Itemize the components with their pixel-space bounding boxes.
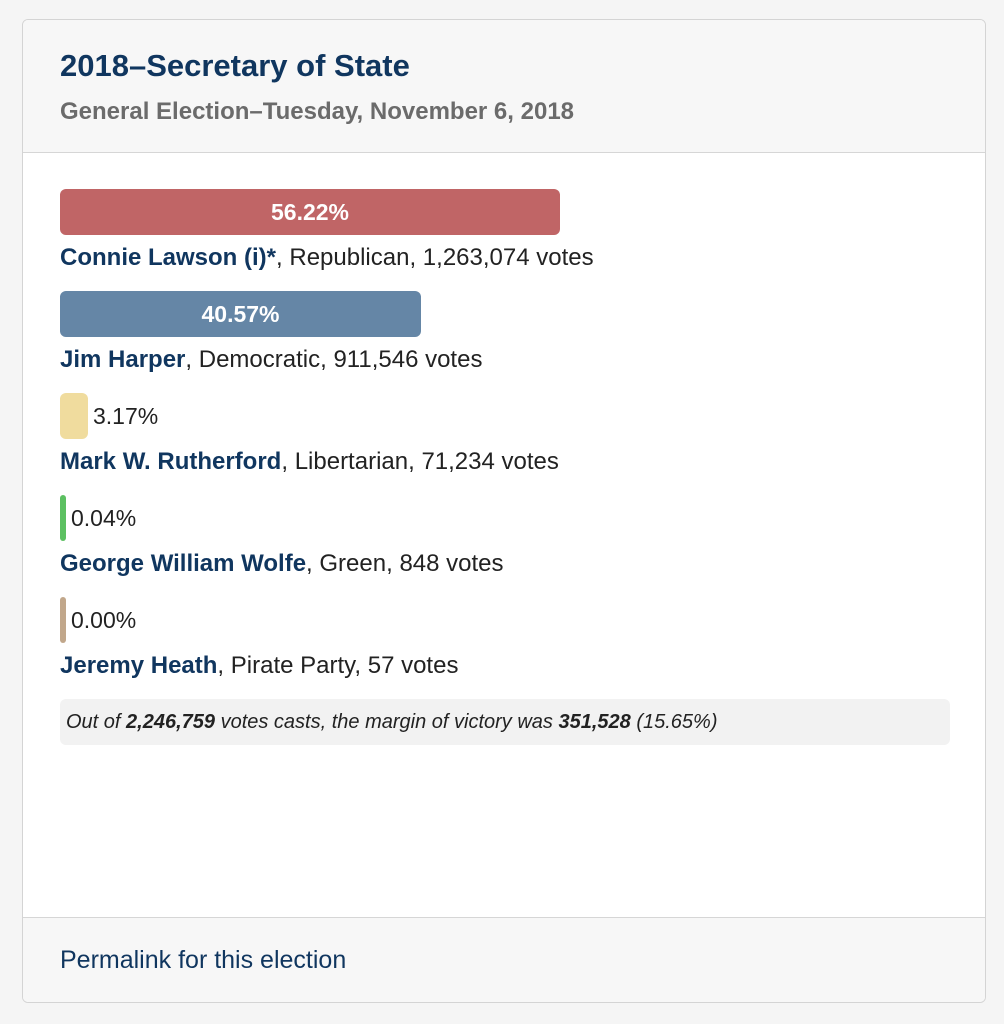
- candidate-party: Democratic: [198, 346, 321, 373]
- vote-share-percent: 3.17%: [93, 402, 159, 429]
- card-footer: Permalink for this election: [23, 917, 985, 1002]
- candidate-votes: 57 votes: [367, 652, 459, 679]
- candidate-votes: 848 votes: [399, 550, 504, 577]
- candidate-line: George William Wolfe, Green, 848 votes: [60, 550, 504, 577]
- result-bar-row: 3.17%: [60, 393, 948, 439]
- vote-share-percent: 0.00%: [71, 606, 137, 633]
- candidate-line: Mark W. Rutherford, Libertarian, 71,234 …: [60, 448, 559, 475]
- vote-share-bar: [60, 597, 66, 643]
- candidate-name-text: Connie Lawson: [60, 244, 238, 271]
- vote-share-bar: 56.22%: [60, 189, 560, 235]
- election-summary: Out of 2,246,759 votes casts, the margin…: [60, 699, 950, 745]
- candidate-name[interactable]: Connie Lawson (i)*: [60, 244, 276, 271]
- candidate-votes: 1,263,074 votes: [422, 244, 594, 271]
- election-card: 2018–Secretary of State General Election…: [22, 19, 986, 1003]
- summary-margin-votes: 351,528: [558, 711, 631, 733]
- candidate-party: Pirate Party: [230, 652, 355, 679]
- candidate-party: Green: [319, 550, 387, 577]
- candidate-name[interactable]: George William Wolfe: [60, 550, 306, 577]
- result-item: 3.17% Mark W. Rutherford, Libertarian, 71…: [60, 393, 948, 477]
- candidate-name-text: Jim Harper: [60, 346, 186, 373]
- vote-share-bar: [60, 495, 66, 541]
- permalink-link[interactable]: Permalink for this election: [60, 946, 347, 974]
- candidate-line: Jeremy Heath, Pirate Party, 57 votes: [60, 652, 459, 679]
- result-bar-row: 40.57%: [60, 291, 948, 337]
- candidate-party: Libertarian: [294, 448, 409, 475]
- candidate-name[interactable]: Mark W. Rutherford: [60, 448, 281, 475]
- election-title: 2018–Secretary of State: [60, 48, 410, 83]
- summary-middle: votes casts, the margin of victory was: [215, 711, 559, 733]
- vote-share-bar: 40.57%: [60, 291, 421, 337]
- card-body: 56.22% Connie Lawson (i)*, Republican, 1,…: [23, 153, 985, 917]
- candidate-name-text: George William Wolfe: [60, 550, 307, 577]
- candidate-party: Republican: [289, 244, 410, 271]
- candidate-name-text: Jeremy Heath: [60, 652, 218, 679]
- result-item: 0.00% Jeremy Heath, Pirate Party, 57 vote…: [60, 597, 948, 681]
- summary-prefix: Out of: [66, 711, 127, 733]
- election-subtitle: General Election–Tuesday, November 6, 20…: [60, 98, 575, 125]
- candidate-name[interactable]: Jim Harper: [60, 346, 185, 373]
- result-item: 0.04% George William Wolfe, Green, 848 vo…: [60, 495, 948, 579]
- vote-share-percent: 0.04%: [71, 504, 137, 531]
- vote-share-percent: 56.22%: [270, 198, 349, 225]
- incumbent-marker: (i)*: [237, 244, 277, 271]
- vote-share-bar: [60, 393, 88, 439]
- result-bar-row: 0.00%: [60, 597, 948, 643]
- summary-margin-pct: (15.65%): [630, 711, 718, 733]
- candidate-votes: 71,234 votes: [421, 448, 559, 475]
- result-bar-row: 56.22%: [60, 189, 948, 235]
- result-bar-row: 0.04%: [60, 495, 948, 541]
- result-item: 56.22% Connie Lawson (i)*, Republican, 1,…: [60, 189, 948, 273]
- candidate-line: Connie Lawson (i)*, Republican, 1,263,07…: [60, 244, 594, 271]
- results-list: 56.22% Connie Lawson (i)*, Republican, 1,…: [60, 189, 948, 681]
- candidate-line: Jim Harper, Democratic, 911,546 votes: [60, 346, 483, 373]
- card-header: 2018–Secretary of State General Election…: [23, 20, 985, 153]
- candidate-name[interactable]: Jeremy Heath: [60, 652, 217, 679]
- candidate-votes: 911,546 votes: [333, 346, 483, 373]
- candidate-name-text: Mark W. Rutherford: [60, 448, 282, 475]
- vote-share-percent: 40.57%: [201, 300, 280, 327]
- summary-total-votes: 2,246,759: [126, 711, 216, 733]
- result-item: 40.57% Jim Harper, Democratic, 911,546 vo…: [60, 291, 948, 375]
